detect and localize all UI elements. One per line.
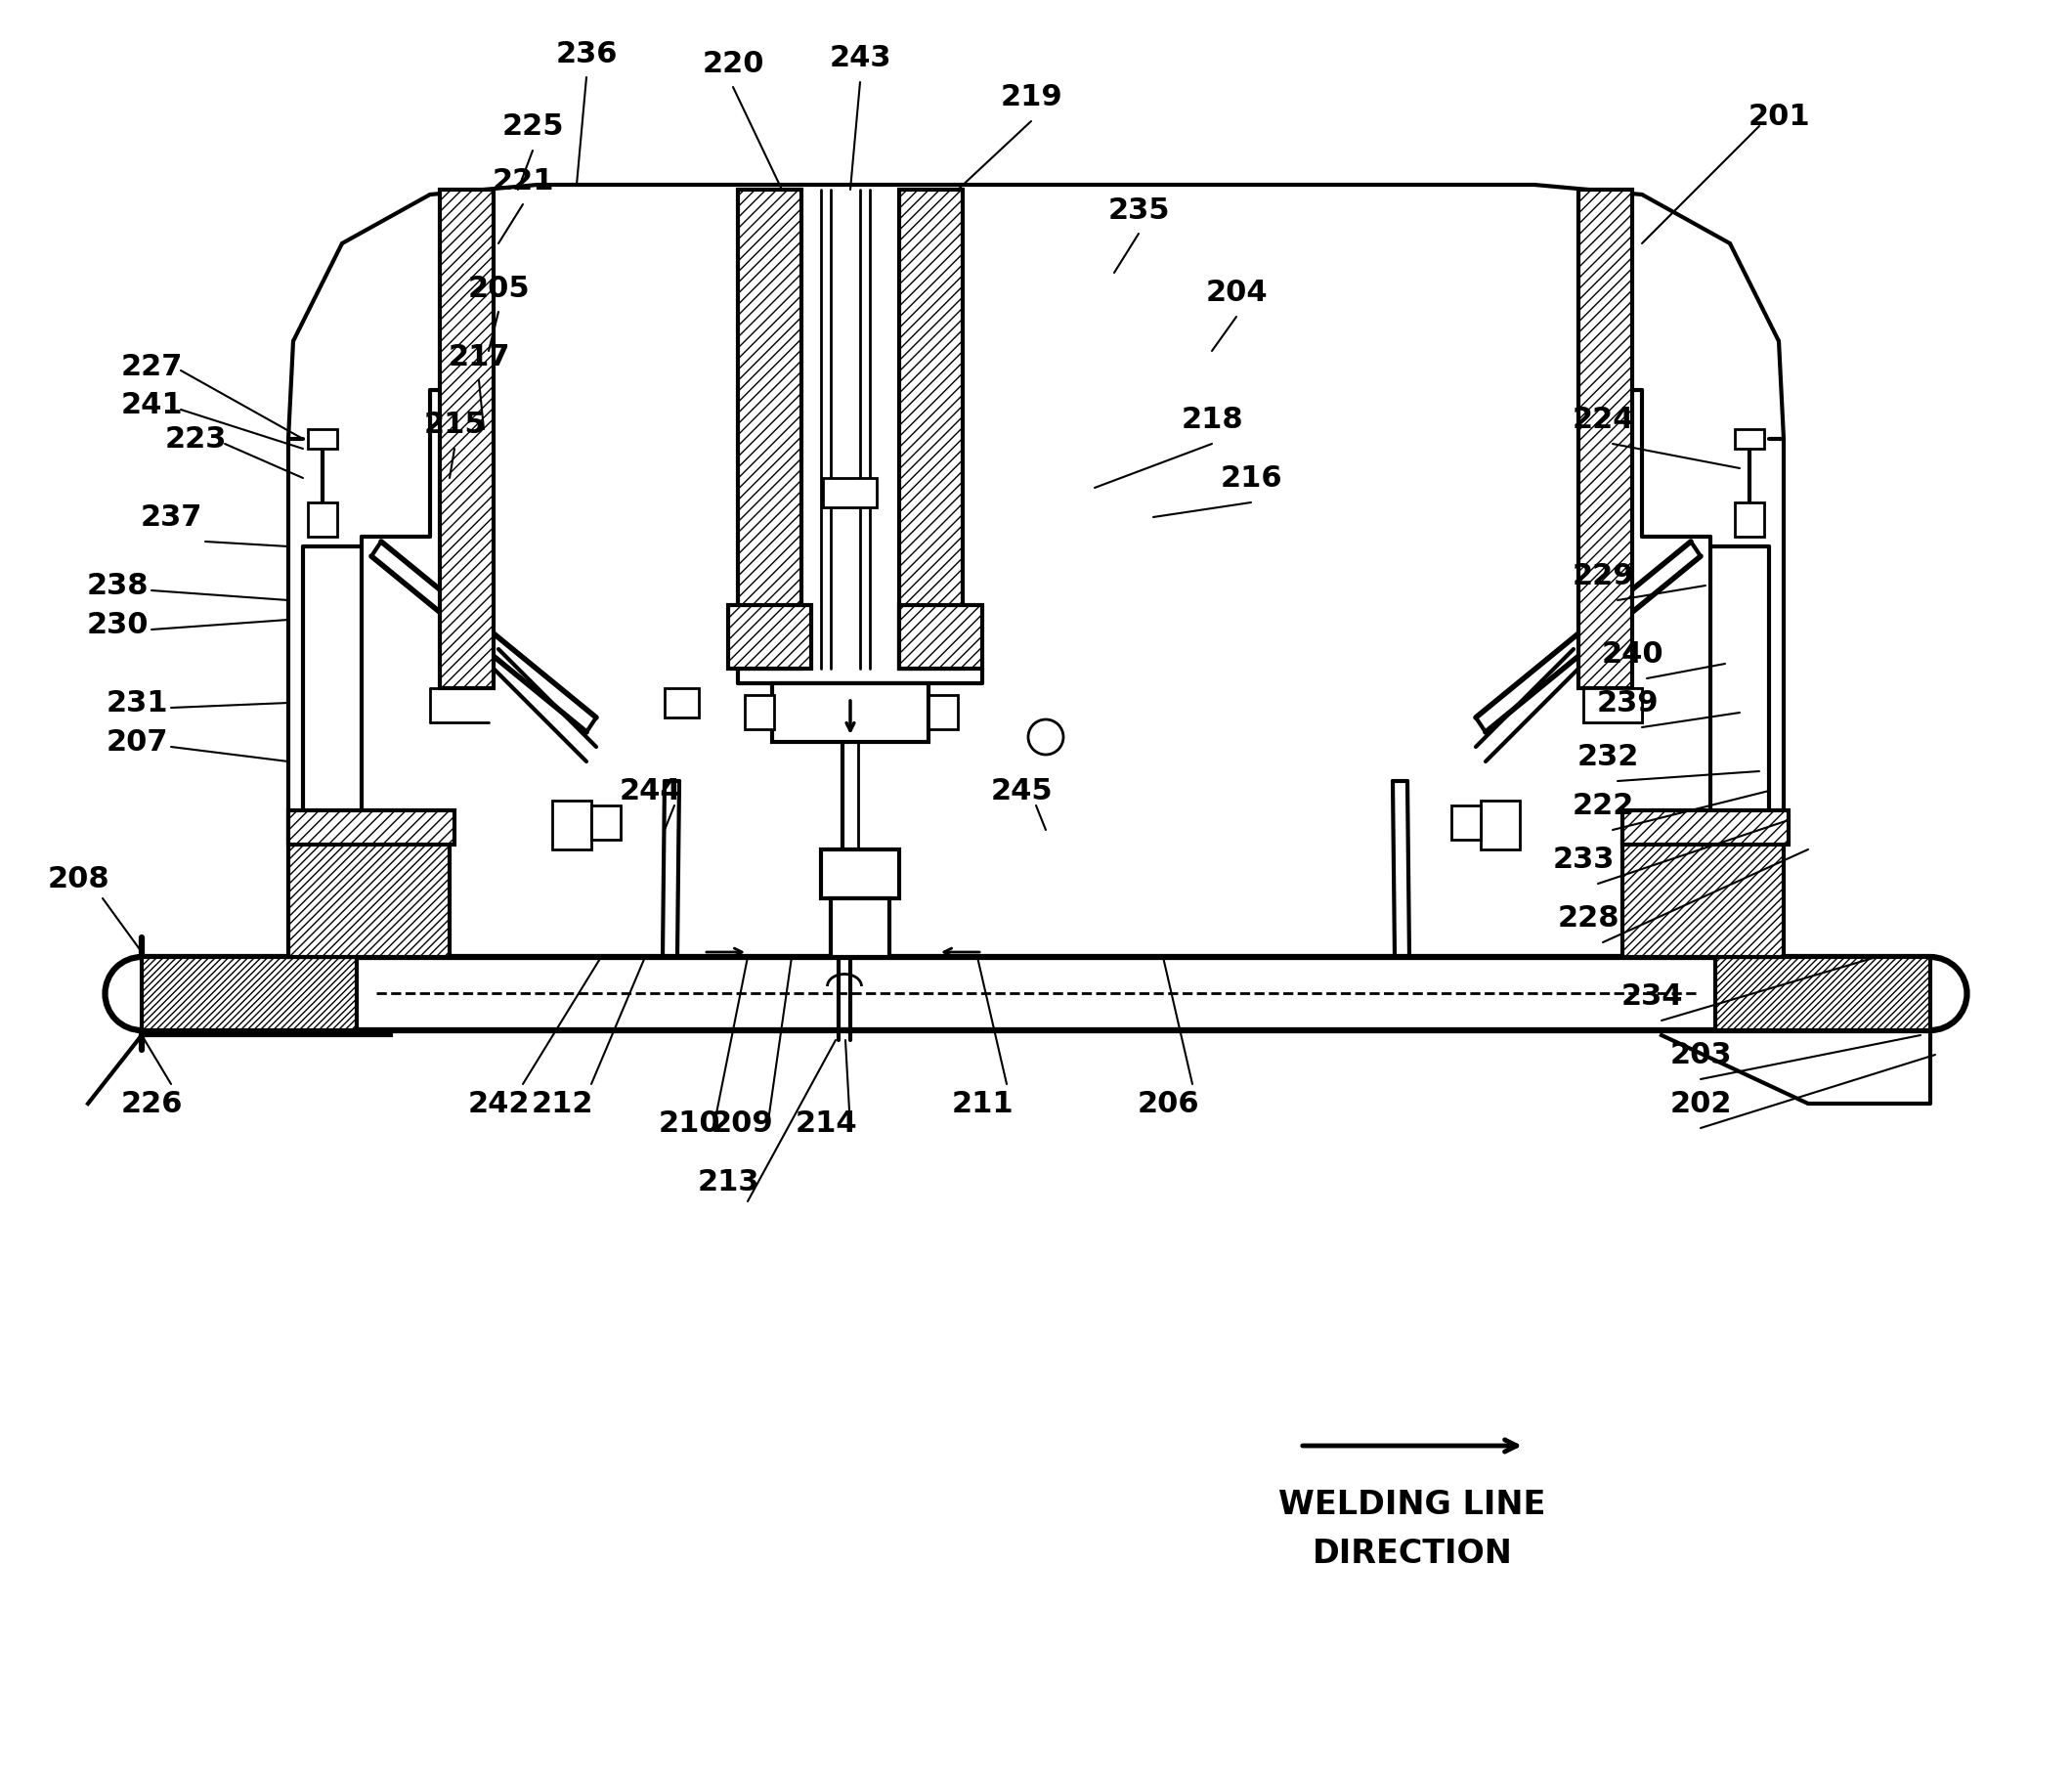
Text: 241: 241 xyxy=(120,392,182,419)
Text: 225: 225 xyxy=(501,112,564,141)
Bar xyxy=(1734,503,1763,538)
Text: WELDING LINE: WELDING LINE xyxy=(1278,1488,1546,1520)
Text: 203: 203 xyxy=(1670,1041,1732,1069)
Text: 228: 228 xyxy=(1558,903,1618,932)
Text: 207: 207 xyxy=(106,729,168,757)
Bar xyxy=(1622,811,1788,845)
Bar xyxy=(1583,690,1641,723)
Text: 237: 237 xyxy=(141,504,201,533)
Bar xyxy=(1481,802,1519,850)
Text: 209: 209 xyxy=(711,1110,775,1137)
Bar xyxy=(591,805,622,839)
Bar xyxy=(823,479,876,508)
Bar xyxy=(1622,839,1784,957)
Text: 227: 227 xyxy=(120,353,182,381)
Text: 236: 236 xyxy=(555,39,617,68)
Bar xyxy=(553,802,591,850)
Text: 202: 202 xyxy=(1670,1091,1732,1117)
Text: 233: 233 xyxy=(1552,846,1614,873)
Text: 231: 231 xyxy=(106,690,168,718)
Bar xyxy=(141,957,356,1030)
Bar xyxy=(773,684,928,743)
Text: 201: 201 xyxy=(1747,103,1809,132)
Text: 210: 210 xyxy=(659,1110,721,1137)
Text: 245: 245 xyxy=(990,777,1053,805)
Bar xyxy=(309,503,338,538)
Text: 206: 206 xyxy=(1138,1091,1200,1117)
Bar xyxy=(744,695,775,731)
Bar xyxy=(831,898,889,957)
Bar xyxy=(288,811,454,845)
Text: 232: 232 xyxy=(1577,743,1639,772)
Text: 229: 229 xyxy=(1573,563,1635,590)
Bar xyxy=(821,850,899,898)
Bar xyxy=(439,191,493,690)
Text: 212: 212 xyxy=(530,1091,593,1117)
Text: 226: 226 xyxy=(120,1091,182,1117)
Text: 234: 234 xyxy=(1620,982,1682,1010)
Text: 214: 214 xyxy=(796,1110,858,1137)
Bar xyxy=(1734,429,1763,449)
Bar xyxy=(928,695,957,731)
Bar xyxy=(1716,957,1931,1030)
Text: 216: 216 xyxy=(1220,465,1283,494)
Text: 215: 215 xyxy=(423,412,485,438)
Text: 217: 217 xyxy=(448,342,510,371)
Text: 208: 208 xyxy=(48,864,110,893)
Text: 221: 221 xyxy=(491,166,553,194)
Text: 238: 238 xyxy=(87,572,149,601)
Text: 235: 235 xyxy=(1109,196,1171,225)
Text: 223: 223 xyxy=(164,426,226,454)
Text: 218: 218 xyxy=(1181,406,1243,435)
Bar xyxy=(665,690,698,718)
Text: 205: 205 xyxy=(468,274,530,303)
Bar xyxy=(288,839,450,957)
Text: 242: 242 xyxy=(468,1091,530,1117)
Text: 244: 244 xyxy=(620,777,682,805)
Text: 219: 219 xyxy=(1001,84,1063,112)
Text: 230: 230 xyxy=(87,611,149,640)
Bar xyxy=(899,606,982,670)
Text: 204: 204 xyxy=(1206,280,1268,307)
Text: DIRECTION: DIRECTION xyxy=(1312,1538,1513,1570)
Text: 224: 224 xyxy=(1573,406,1635,435)
Text: 243: 243 xyxy=(829,45,891,73)
Bar xyxy=(1579,191,1633,690)
Text: 211: 211 xyxy=(951,1091,1013,1117)
Text: 239: 239 xyxy=(1595,690,1658,718)
Bar xyxy=(738,191,802,670)
Text: 220: 220 xyxy=(702,50,765,78)
Text: 213: 213 xyxy=(696,1167,758,1196)
Text: 222: 222 xyxy=(1573,791,1635,820)
Bar xyxy=(309,429,338,449)
Bar xyxy=(899,191,963,670)
Bar xyxy=(1450,805,1481,839)
Text: 240: 240 xyxy=(1602,640,1664,668)
Bar xyxy=(727,606,812,670)
